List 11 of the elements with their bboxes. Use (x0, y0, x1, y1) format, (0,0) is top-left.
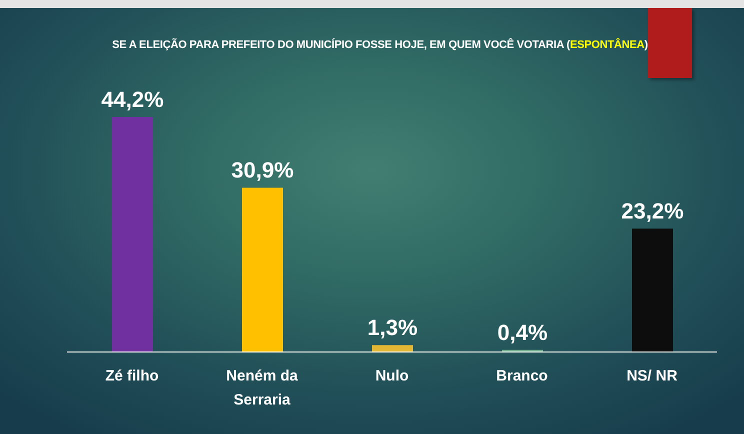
x-tick-label: Branco (496, 368, 548, 385)
data-label: 1,3% (367, 315, 418, 340)
data-label: 0,4% (497, 320, 548, 345)
data-label: 23,2% (621, 198, 684, 224)
x-tick-label: NS/ NR (626, 368, 678, 385)
x-tick-label: Zé filho (105, 368, 159, 385)
data-label: 44,2% (101, 87, 164, 112)
chart-title: SE A ELEIÇÃO PARA PREFEITO DO MUNICÍPIO FOSSE HOJE, EM QUEM VOCÊ VOTARIA (ESPONTÂNEA) (111, 39, 649, 51)
x-tick-label: Nulo (375, 368, 409, 385)
data-label: 30,9% (231, 158, 294, 183)
x-tick-label: Neném da Serraria (226, 368, 298, 409)
